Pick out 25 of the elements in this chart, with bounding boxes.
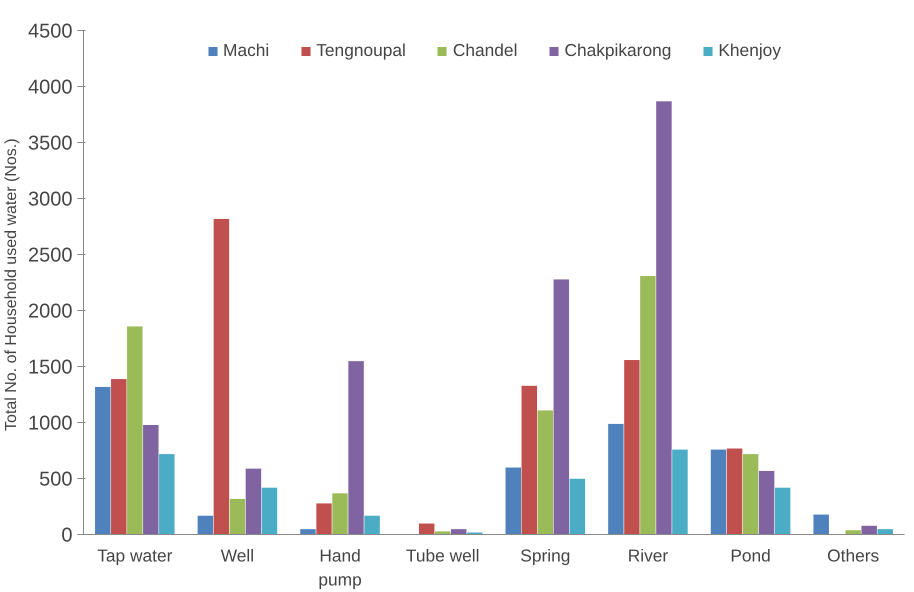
legend-label: Tengnoupal <box>316 40 406 61</box>
y-tick-label: 4000 <box>28 76 73 98</box>
x-tick-label: Tap water <box>97 546 173 566</box>
x-tick-label: Tube well <box>406 546 480 566</box>
y-tick-label: 4500 <box>28 20 73 42</box>
y-tick-label: 2000 <box>28 300 73 322</box>
legend-label: Chakpikarong <box>564 40 672 61</box>
x-tick-label: Others <box>827 546 880 566</box>
y-tick-label: 500 <box>39 468 73 490</box>
y-tick-label: 0 <box>61 524 72 546</box>
x-tick-label: Spring <box>520 546 570 566</box>
y-tick-label: 2500 <box>28 244 73 266</box>
x-tick-label: River <box>628 546 668 566</box>
x-tick-label: Hand pump <box>318 546 362 590</box>
y-axis-title: Total No. of Household used water (Nos.) <box>3 138 20 432</box>
y-tick-label: 3000 <box>28 188 73 210</box>
legend-label: Machi <box>223 40 270 61</box>
x-tick-label: Well <box>220 546 254 566</box>
y-tick-label: 3500 <box>28 132 73 154</box>
y-tick-label: 1000 <box>28 412 73 434</box>
legend-label: Chandel <box>452 40 518 61</box>
y-tick-label: 1500 <box>28 356 73 378</box>
bar <box>812 514 830 534</box>
legend-label: Khenjoy <box>718 40 781 61</box>
x-tick-label: Pond <box>730 546 771 566</box>
